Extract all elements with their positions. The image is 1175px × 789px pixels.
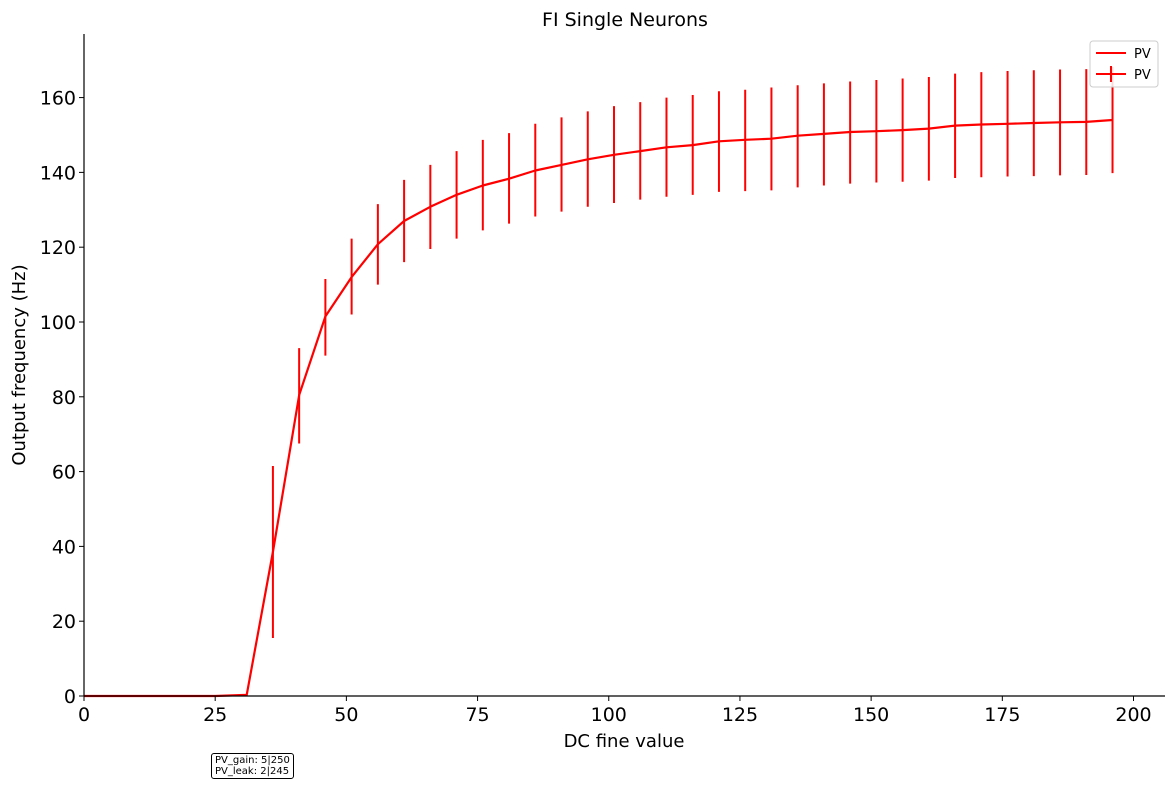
y-tick-label: 160 [40,88,76,110]
x-tick-label: 150 [853,704,889,726]
x-tick-label: 100 [591,704,627,726]
x-tick-label: 200 [1115,704,1151,726]
legend-entry-line: PV [1134,47,1151,62]
y-tick-label: 20 [52,611,76,633]
x-tick-label: 125 [722,704,758,726]
y-tick-label: 140 [40,162,76,184]
legend-entry-errorbar: PV [1134,68,1151,83]
y-axis-label: Output frequency (Hz) [9,264,30,465]
annotation-leak: PV_leak: 2|245 [215,766,290,777]
y-tick-label: 100 [40,312,76,334]
plot-area [84,66,1114,698]
chart-title: FI Single Neurons [542,9,708,31]
y-ticks: 0 20 40 60 80 100 120 140 160 [40,88,84,708]
x-tick-label: 75 [465,704,489,726]
series-line-pv [84,118,1113,698]
x-tick-label: 175 [984,704,1020,726]
axes [83,34,1165,697]
x-tick-label: 25 [203,704,227,726]
y-tick-label: 40 [52,536,76,558]
x-tick-label: 0 [78,704,90,726]
legend: PV PV [1089,40,1159,88]
y-tick-label: 120 [40,237,76,259]
y-tick-label: 0 [64,686,76,708]
x-axis-label: DC fine value [564,731,685,752]
parameter-annotation: PV_gain: 5|250 PV_leak: 2|245 [211,753,294,779]
x-tick-label: 50 [334,704,358,726]
y-tick-label: 80 [52,387,76,409]
x-ticks: 0 25 50 75 100 125 150 175 200 [78,696,1152,726]
y-tick-label: 60 [52,462,76,484]
annotation-gain: PV_gain: 5|250 [215,755,290,766]
